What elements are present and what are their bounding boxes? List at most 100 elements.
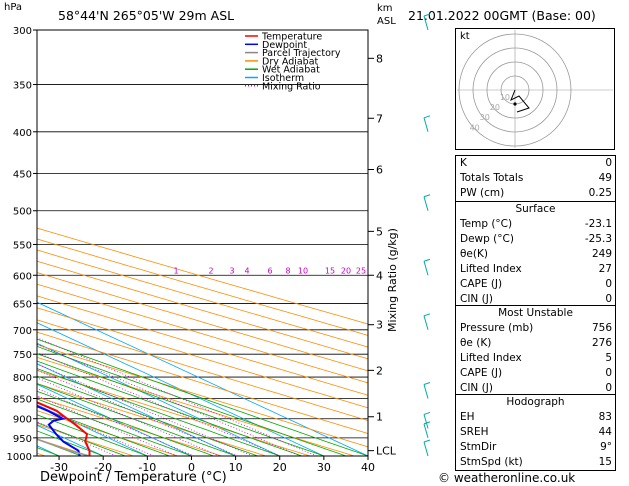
most-unstable-row-value: 276	[591, 337, 612, 349]
skewt-chart: 1 2 3 4 6 8 10 15 20 2530035040045050055060065070…	[0, 13, 431, 474]
wet-adiabat	[37, 353, 325, 456]
hodograph-trace	[510, 89, 530, 113]
mixing-ratio-label: 6	[267, 266, 272, 275]
most-unstable-row-value: 5	[605, 352, 612, 364]
hodograph-row-label: EH	[460, 411, 475, 423]
mixing-ratio-line	[37, 363, 253, 456]
hodograph-row-value: 9°	[600, 441, 612, 453]
plot-frame	[36, 29, 369, 457]
dry-adiabat	[37, 319, 368, 422]
mixing-ratio-line	[37, 369, 239, 456]
temperature-tick-label: 30	[317, 461, 331, 474]
dry-adiabat	[37, 396, 222, 456]
chart-series	[37, 401, 91, 456]
most-unstable-title: Most Unstable	[498, 307, 573, 319]
index-row-value: 0.25	[588, 187, 612, 199]
hodograph-row: SREH 44	[456, 425, 615, 440]
surface-row-label: Dewp (°C)	[460, 233, 514, 245]
dry-adiabat	[37, 383, 266, 456]
index-row-label: Totals Totals	[460, 172, 524, 184]
wind-barb-flag	[423, 194, 431, 198]
surface-row-value: 0	[605, 278, 612, 290]
dry-adiabat	[37, 249, 368, 348]
pressure-tick-label: 750	[13, 350, 32, 361]
most-unstable-row-value: 756	[591, 322, 612, 334]
dry-adiabat	[37, 344, 368, 448]
surface-panel: Surface Temp (°C) -23.1 Dewp (°C) -25.3 θe(K)…	[455, 201, 616, 308]
dry-adiabat	[37, 369, 311, 456]
wind-barb	[423, 414, 429, 429]
surface-row: Temp (°C) -23.1	[456, 217, 615, 232]
hodograph-row-value: 15	[598, 456, 612, 468]
temperature-tick-label: 10	[229, 461, 243, 474]
hodograph-panel: Hodograph EH 83 SREH 44 StmDir 9° StmSpd (kt) 15	[455, 394, 616, 471]
temperature-tick-label: -30	[50, 461, 68, 474]
series-parcel-trajectory	[37, 438, 90, 456]
temperature-tick-label: -10	[138, 461, 156, 474]
hodograph-row-label: SREH	[460, 426, 489, 438]
hodograph-row-label: StmDir	[460, 441, 497, 453]
wind-barb-flag	[423, 421, 431, 425]
wet-adiabat	[37, 345, 347, 456]
dry-adiabat	[37, 272, 368, 372]
mixing-ratio-label: 4	[244, 266, 249, 275]
hodograph-ring-label: 20	[490, 103, 500, 112]
dry-adiabat	[37, 227, 368, 325]
most-unstable-row-value: 0	[605, 367, 612, 379]
hodograph-ring-label: 40	[470, 123, 480, 132]
temperature-tick-label: 40	[361, 461, 375, 474]
most-unstable-row: CAPE (J) 0	[456, 366, 615, 381]
wet-adiabat	[37, 368, 280, 456]
surface-row: CIN (J) 0	[456, 292, 615, 307]
pressure-tick-label: 550	[13, 240, 32, 251]
surface-row-value: -25.3	[584, 233, 612, 245]
most-unstable-row-label: CIN (J)	[460, 382, 493, 394]
wind-barbs	[423, 13, 431, 457]
hodograph-row-label: StmSpd (kt)	[460, 456, 523, 468]
wind-barb	[423, 15, 429, 31]
forecast-time: 21.01.2022 00GMT (Base: 00)	[408, 8, 596, 23]
altitude-tick-label: 4	[376, 269, 383, 282]
index-row-value: 49	[598, 172, 612, 184]
dry-adiabat	[37, 356, 355, 456]
legend-entry: Temperature	[261, 32, 322, 43]
altitude-tick-label: 8	[376, 52, 383, 65]
isotherm	[37, 322, 325, 456]
isotherm	[37, 342, 280, 456]
wind-barb	[423, 117, 429, 132]
altitude-unit-asl: ASL	[377, 16, 396, 27]
station-title: 58°44'N 265°05'W 29m ASL	[58, 8, 235, 23]
wind-barb-flag	[423, 411, 431, 415]
pressure-axis-unit: hPa	[4, 2, 23, 13]
dry-adiabat	[37, 260, 368, 360]
legend-entry: Dewpoint	[262, 40, 307, 51]
wind-barb-flag	[423, 13, 431, 17]
mixing-ratio-line	[37, 352, 281, 456]
mixing-ratio-label: 20	[341, 266, 351, 275]
wind-barb	[423, 315, 429, 330]
wind-barb-flag	[423, 439, 431, 443]
surface-row-label: CAPE (J)	[460, 278, 503, 290]
mixing-ratio-label: 2	[208, 266, 213, 275]
x-axis-title: Dewpoint / Temperature (°C)	[40, 470, 227, 485]
mixing-ratio-label: 3	[229, 266, 234, 275]
mixing-ratio-label: 8	[285, 266, 290, 275]
hodograph-row: StmSpd (kt) 15	[456, 455, 615, 470]
wind-barb	[423, 423, 429, 438]
isotherm	[37, 301, 368, 456]
index-row-value: 0	[605, 157, 612, 169]
legend-entry: Isotherm	[262, 73, 304, 84]
wet-adiabat	[37, 398, 192, 456]
hodograph-ring-label: 30	[480, 113, 490, 122]
index-row: PW (cm) 0.25	[456, 186, 615, 201]
wet-adiabat	[37, 338, 368, 456]
pressure-tick-label: 400	[13, 128, 32, 139]
legend-entry: Mixing Ratio	[262, 81, 321, 92]
most-unstable-row: Lifted Index 5	[456, 351, 615, 366]
mixing-ratio-axis-title: Mixing Ratio (g/kg)	[386, 228, 399, 332]
surface-row-value: -23.1	[584, 218, 612, 230]
dry-adiabat	[0, 30, 1, 456]
